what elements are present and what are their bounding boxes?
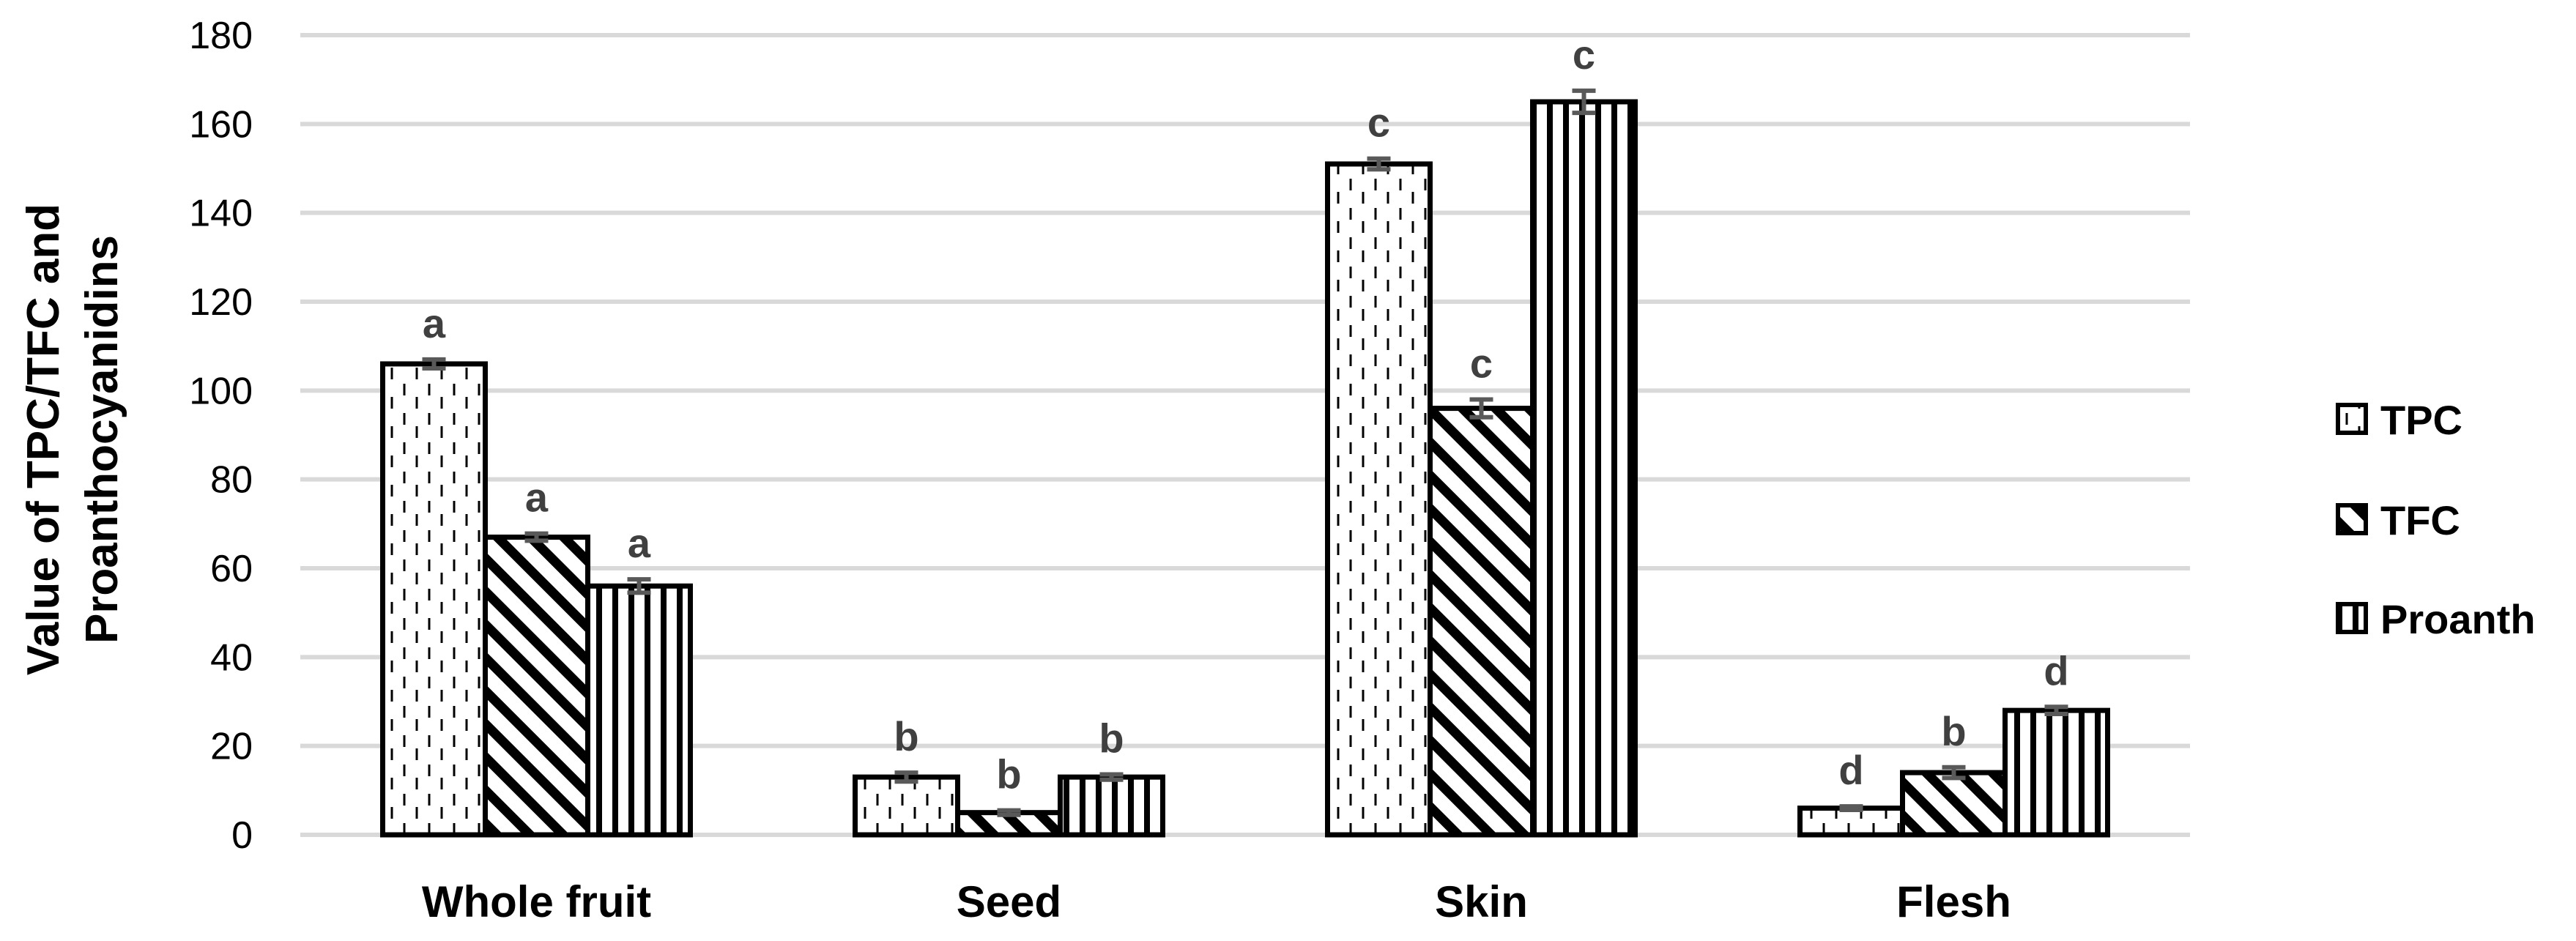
legend-swatch [2336, 602, 2368, 634]
y-tick-label: 100 [189, 370, 253, 412]
legend-item-tpc: TPC [2336, 397, 2462, 443]
error-bar [422, 357, 446, 371]
significance-label: d [1838, 747, 1863, 793]
error-bar [2044, 704, 2068, 716]
y-tick-label: 20 [210, 726, 253, 768]
y-axis: 0 20 40 60 80 100 120 140 160 180 [189, 15, 253, 857]
y-tick-label: 0 [231, 814, 253, 857]
y-axis-label-line: Proanthocyanidins [77, 235, 127, 644]
significance-label: a [525, 475, 549, 521]
bar-tpc-flesh [1797, 806, 1905, 838]
legend-label: TFC [2380, 497, 2460, 543]
legend-item-tfc: TFC [2336, 497, 2460, 543]
error-bar [894, 770, 918, 784]
legend-item-proanth: Proanth [2336, 596, 2536, 642]
legend-label: Proanth [2380, 596, 2536, 642]
y-tick-label: 140 [189, 193, 253, 235]
significance-label: b [1099, 715, 1124, 761]
y-tick-label: 40 [210, 636, 253, 679]
y-tick-label: 120 [189, 281, 253, 324]
bars: a a a b b b c c c d b d [380, 31, 2110, 838]
y-tick-label: 180 [189, 15, 253, 57]
error-bar [1839, 804, 1863, 813]
x-axis: Whole fruit Seed Skin Flesh [422, 877, 2011, 926]
y-tick-label: 160 [189, 103, 253, 146]
significance-label: a [423, 300, 446, 346]
significance-label: b [894, 713, 918, 759]
legend-label: TPC [2380, 397, 2462, 443]
bar-proanth-whole-fruit [585, 583, 693, 838]
significance-label: c [1367, 100, 1390, 146]
bar-tpc-seed [853, 774, 960, 838]
error-bar [1367, 156, 1391, 172]
error-bar [1572, 88, 1596, 116]
error-bar [524, 531, 549, 543]
y-axis-label: Value of TPC/TFC and Proanthocyanidins [18, 204, 127, 675]
y-tick-label: 80 [210, 459, 253, 502]
error-bar [1469, 397, 1493, 420]
legend-swatch [2336, 503, 2368, 535]
x-category-label: Flesh [1896, 877, 2011, 926]
bar-tpc-whole-fruit [380, 361, 488, 838]
error-bar [1942, 765, 1966, 781]
bar-proanth-skin [1530, 99, 1638, 838]
significance-label: d [2044, 647, 2068, 693]
bar-tfc-skin [1428, 406, 1535, 838]
significance-label: a [628, 520, 651, 566]
y-axis-label-line: Value of TPC/TFC and [18, 204, 69, 675]
significance-label: c [1573, 31, 1595, 78]
bar-tpc-skin [1325, 161, 1433, 838]
error-bar [1099, 772, 1124, 782]
significance-label: b [996, 751, 1021, 797]
x-category-label: Seed [957, 877, 1061, 926]
significance-label: c [1470, 340, 1493, 386]
y-axis-title: Value of TPC/TFC and Proanthocyanidins [18, 204, 127, 675]
y-tick-label: 60 [210, 548, 253, 590]
error-bar [627, 577, 651, 595]
error-bar [997, 808, 1021, 817]
bar-proanth-seed [1058, 774, 1165, 838]
significance-label: b [1941, 708, 1966, 754]
x-category-label: Whole fruit [422, 877, 651, 926]
bar-tfc-whole-fruit [483, 535, 590, 838]
bar-proanth-flesh [2002, 707, 2110, 838]
legend-swatch [2336, 403, 2368, 435]
x-category-label: Skin [1435, 877, 1528, 926]
bar-tfc-flesh [1900, 770, 2008, 838]
legend: TPC TFC Proanth [2336, 397, 2536, 642]
